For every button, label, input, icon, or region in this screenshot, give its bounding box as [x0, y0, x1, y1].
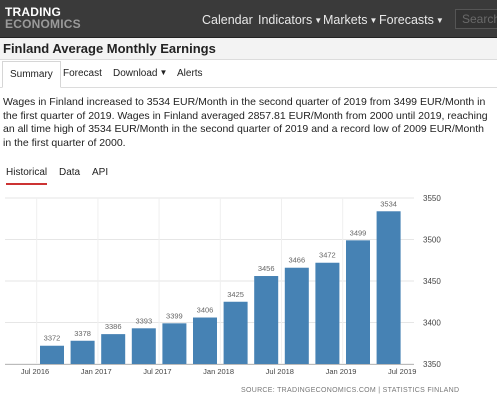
- logo-line1: TRADING: [5, 5, 62, 19]
- bar[interactable]: [193, 317, 217, 364]
- page-title: Finland Average Monthly Earnings: [3, 41, 216, 56]
- chart-bars: [40, 211, 401, 364]
- bar[interactable]: [40, 345, 64, 364]
- y-tick-label: 3400: [423, 319, 441, 328]
- tab-download[interactable]: Download ▼: [113, 61, 167, 88]
- nav-markets[interactable]: Markets ▼: [323, 13, 377, 27]
- tab-summary-label: Summary: [10, 69, 53, 80]
- chart-y-ticks: 3350 3400 3450 3500 3550: [423, 194, 441, 369]
- bar-value-label: 3466: [288, 256, 305, 265]
- caret-down-icon: ▼: [369, 16, 378, 25]
- chart-tabs: Historical Data API: [0, 163, 497, 185]
- tab-summary[interactable]: Summary: [2, 61, 61, 88]
- tab-historical[interactable]: Historical: [6, 167, 48, 185]
- x-tick-label: Jan 2018: [203, 367, 234, 376]
- x-tick-label: Jan 2019: [326, 367, 357, 376]
- x-tick-label: Jul 2018: [266, 367, 294, 376]
- nav-forecasts[interactable]: Forecasts ▼: [379, 13, 444, 27]
- bar-value-label: 3499: [350, 228, 367, 237]
- x-tick-label: Jul 2016: [21, 367, 49, 376]
- search-input[interactable]: [455, 9, 497, 29]
- bar[interactable]: [101, 334, 126, 364]
- bar-value-label: 3393: [135, 316, 152, 325]
- chart-x-ticks: Jul 2016 Jan 2017 Jul 2017 Jan 2018 Jul 2018…: [21, 367, 417, 376]
- logo-line2: ECONOMICS: [5, 17, 81, 31]
- tab-alerts[interactable]: Alerts: [177, 61, 203, 88]
- logo[interactable]: TRADING ECONOMICS: [5, 6, 81, 30]
- bar[interactable]: [315, 262, 340, 364]
- bar-value-label: 3378: [74, 329, 91, 338]
- tab-forecast-label: Forecast: [63, 68, 102, 79]
- caret-down-icon: ▼: [159, 68, 168, 77]
- bar[interactable]: [223, 301, 248, 364]
- tab-data-label: Data: [59, 167, 81, 178]
- tab-forecast[interactable]: Forecast: [63, 61, 102, 88]
- bar[interactable]: [284, 267, 309, 364]
- top-navbar: TRADING ECONOMICS Calendar Indicators ▼ M…: [0, 0, 497, 38]
- description-text: Wages in Finland increased to 3534 EUR/M…: [3, 96, 488, 149]
- tab-api-label: API: [92, 167, 109, 178]
- bar[interactable]: [376, 211, 401, 364]
- summary-tabs: Summary Forecast Download ▼ Alerts: [0, 61, 497, 88]
- chart-source: SOURCE: TRADINGECONOMICS.COM | STATISTIC…: [241, 387, 460, 394]
- bar-value-label: 3456: [258, 264, 275, 273]
- tab-alerts-label: Alerts: [177, 68, 203, 79]
- y-tick-label: 3500: [423, 236, 441, 245]
- tab-download-label: Download: [113, 68, 158, 79]
- bar-value-label: 3534: [380, 199, 397, 208]
- caret-down-icon: ▼: [435, 16, 444, 25]
- bar-value-label: 3386: [105, 322, 122, 331]
- y-tick-label: 3350: [423, 360, 441, 369]
- nav-calendar[interactable]: Calendar: [202, 13, 253, 27]
- bar-value-label: 3425: [227, 290, 244, 299]
- bar-value-label: 3472: [319, 251, 336, 260]
- nav-indicators-label: Indicators: [258, 13, 313, 27]
- chart-area: 3372 3378 3386 3393 3399 3406 3425 3456 3466 3472…: [0, 183, 497, 400]
- nav-forecasts-label: Forecasts: [379, 13, 434, 27]
- bar-value-label: 3372: [44, 334, 61, 343]
- bar[interactable]: [162, 323, 187, 364]
- x-tick-label: Jul 2017: [143, 367, 171, 376]
- y-tick-label: 3550: [423, 194, 441, 203]
- x-tick-label: Jul 2019: [388, 367, 416, 376]
- bar-value-label: 3406: [197, 306, 214, 315]
- y-tick-label: 3450: [423, 277, 441, 286]
- nav-markets-label: Markets: [323, 13, 368, 27]
- chart-grid: [5, 197, 414, 365]
- title-bar: Finland Average Monthly Earnings: [0, 38, 497, 60]
- bar[interactable]: [70, 340, 95, 364]
- nav-calendar-label: Calendar: [202, 13, 253, 27]
- caret-down-icon: ▼: [314, 16, 323, 25]
- bar[interactable]: [131, 328, 156, 364]
- bar[interactable]: [254, 276, 279, 364]
- chart-data-labels: 3372 3378 3386 3393 3399 3406 3425 3456 3466 3472…: [44, 199, 397, 342]
- bar-chart: 3372 3378 3386 3393 3399 3406 3425 3456 3466 3472…: [5, 194, 441, 376]
- bar[interactable]: [346, 240, 370, 364]
- x-tick-label: Jan 2017: [81, 367, 112, 376]
- tab-api[interactable]: API: [92, 167, 108, 178]
- tab-data[interactable]: Data: [59, 167, 80, 178]
- nav-indicators[interactable]: Indicators ▼: [258, 13, 322, 27]
- bar-value-label: 3399: [166, 311, 183, 320]
- tab-historical-label: Historical: [6, 167, 48, 178]
